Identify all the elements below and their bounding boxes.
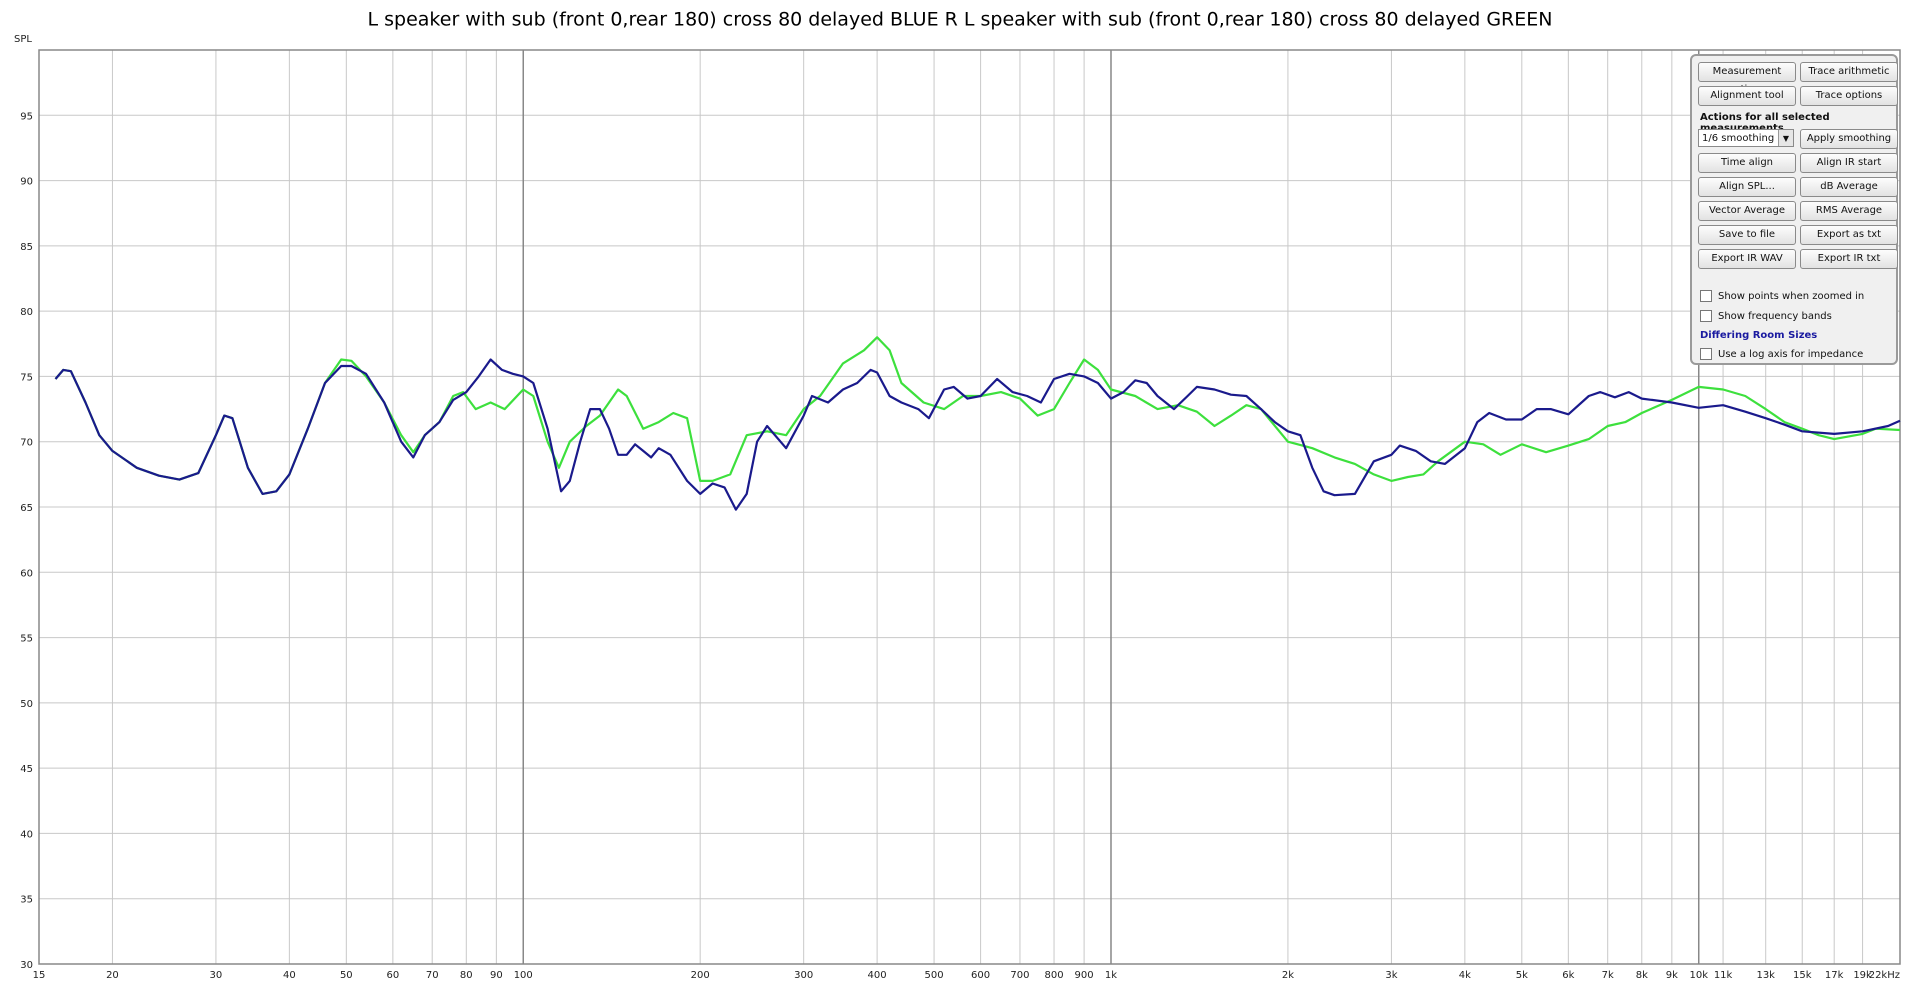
x-tick-label: 100 bbox=[514, 970, 533, 981]
x-tick-label: 6k bbox=[1562, 970, 1574, 981]
button[interactable]: Export IR txt bbox=[1800, 249, 1898, 269]
x-tick-label: 5k bbox=[1516, 970, 1528, 981]
y-tick-label: 40 bbox=[20, 829, 33, 840]
x-tick-label: 9k bbox=[1666, 970, 1678, 981]
x-tick-label: 50 bbox=[340, 970, 353, 981]
smoothing-dropdown[interactable]: 1/6 smoothing ▼ bbox=[1698, 129, 1794, 147]
grid bbox=[38, 50, 1901, 965]
x-tick-label: 17k bbox=[1825, 970, 1844, 981]
y-tick-label: 50 bbox=[20, 699, 33, 710]
y-tick-label: 30 bbox=[20, 960, 33, 971]
x-tick-label: 10k bbox=[1689, 970, 1708, 981]
x-tick-label: 3k bbox=[1385, 970, 1397, 981]
y-tick-label: 95 bbox=[20, 111, 33, 122]
checkbox[interactable]: Use a log axis for impedance bbox=[1700, 348, 1863, 360]
y-tick-label: 55 bbox=[20, 634, 33, 645]
button[interactable]: RMS Average bbox=[1800, 201, 1898, 221]
button[interactable]: Apply smoothing bbox=[1800, 129, 1898, 149]
y-tick-label: 85 bbox=[20, 242, 33, 253]
x-tick-label: 22kHz bbox=[1869, 970, 1900, 981]
x-tick-label: 30 bbox=[210, 970, 223, 981]
button[interactable]: Align SPL... bbox=[1698, 177, 1796, 197]
dropdown-value: 1/6 smoothing bbox=[1702, 133, 1775, 144]
x-tick-label: 500 bbox=[925, 970, 944, 981]
room-note: Differing Room Sizes bbox=[1700, 330, 1818, 341]
y-tick-label: 60 bbox=[20, 568, 33, 579]
series-line bbox=[54, 358, 1901, 511]
y-tick-label: 65 bbox=[20, 503, 33, 514]
y-tick-label: 80 bbox=[20, 307, 33, 318]
x-tick-label: 70 bbox=[426, 970, 439, 981]
button[interactable]: Align IR start bbox=[1800, 153, 1898, 173]
x-tick-label: 90 bbox=[490, 970, 503, 981]
button[interactable]: Time align bbox=[1698, 153, 1796, 173]
x-tick-label: 20 bbox=[106, 970, 119, 981]
button[interactable]: Trace arithmetic bbox=[1800, 62, 1898, 82]
x-tick-label: 800 bbox=[1044, 970, 1063, 981]
x-tick-label: 11k bbox=[1714, 970, 1733, 981]
x-tick-label: 900 bbox=[1075, 970, 1094, 981]
x-tick-label: 2k bbox=[1282, 970, 1294, 981]
x-tick-label: 13k bbox=[1756, 970, 1775, 981]
x-tick-label: 60 bbox=[386, 970, 399, 981]
checkbox-label: Use a log axis for impedance bbox=[1718, 348, 1864, 360]
y-tick-label: 35 bbox=[20, 895, 33, 906]
panel-heading: Actions for all selected measurements bbox=[1700, 112, 1830, 134]
y-tick-label: 75 bbox=[20, 372, 33, 383]
button[interactable]: Measurement actions bbox=[1698, 62, 1796, 95]
x-tick-label: 7k bbox=[1602, 970, 1614, 981]
x-tick-label: 4k bbox=[1459, 970, 1471, 981]
checkbox[interactable]: Show points when zoomed in bbox=[1700, 290, 1864, 302]
y-tick-label: 90 bbox=[20, 177, 33, 188]
checkbox-label: Show frequency bands bbox=[1718, 310, 1832, 322]
button[interactable]: Trace options bbox=[1800, 86, 1898, 106]
x-tick-label: 80 bbox=[460, 970, 473, 981]
y-axis-label: SPL bbox=[14, 34, 32, 45]
x-tick-label: 19k bbox=[1853, 970, 1872, 981]
x-tick-label: 600 bbox=[971, 970, 990, 981]
x-tick-label: 200 bbox=[691, 970, 710, 981]
x-tick-label: 700 bbox=[1010, 970, 1029, 981]
x-tick-label: 15k bbox=[1793, 970, 1812, 981]
button[interactable]: Alignment tool bbox=[1698, 86, 1796, 106]
plot-area bbox=[38, 49, 1901, 965]
x-tick-label: 15 bbox=[33, 970, 46, 981]
x-tick-label: 8k bbox=[1636, 970, 1648, 981]
button[interactable]: Vector Average bbox=[1698, 201, 1796, 221]
dropdown-arrow: ▼ bbox=[1778, 130, 1793, 146]
control-panel: Measurement actions Trace arithmetic Ali… bbox=[1690, 54, 1898, 365]
y-tick-label: 45 bbox=[20, 764, 33, 775]
button[interactable]: Save to file bbox=[1698, 225, 1796, 245]
button[interactable]: Export IR WAV bbox=[1698, 249, 1796, 269]
x-tick-label: 40 bbox=[283, 970, 296, 981]
x-tick-label: 400 bbox=[868, 970, 887, 981]
checkbox[interactable]: Show frequency bands bbox=[1700, 310, 1832, 322]
checkbox-label: Show points when zoomed in bbox=[1718, 290, 1865, 302]
y-tick-label: 70 bbox=[20, 438, 33, 449]
series-line bbox=[54, 336, 1901, 495]
x-tick-label: 300 bbox=[794, 970, 813, 981]
x-tick-label: 1k bbox=[1105, 970, 1117, 981]
button[interactable]: Export as txt bbox=[1800, 225, 1898, 245]
chart-title: L speaker with sub (front 0,rear 180) cr… bbox=[368, 9, 1553, 31]
button[interactable]: dB Average bbox=[1800, 177, 1898, 197]
